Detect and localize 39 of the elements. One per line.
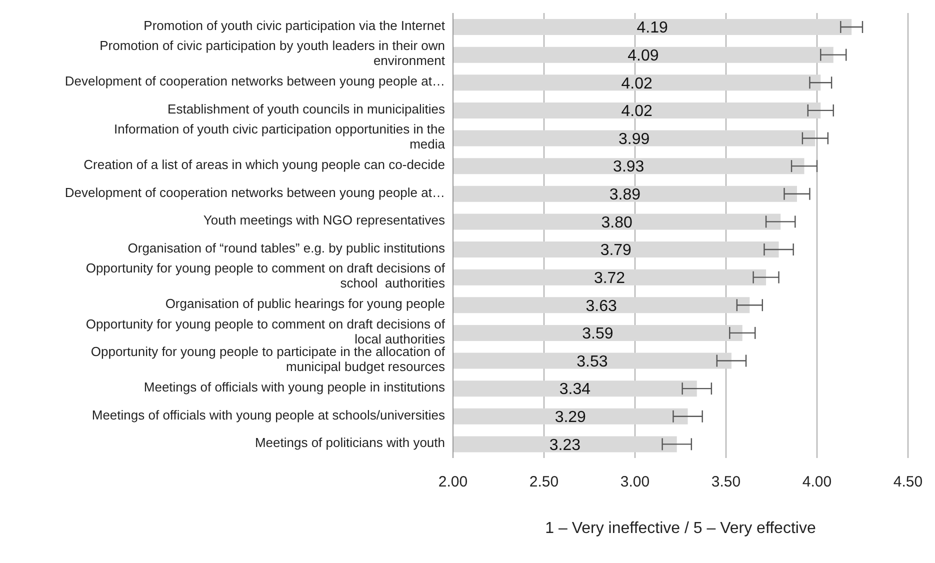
data-label: 3.80 [601,214,632,232]
data-label: 3.93 [613,158,644,176]
data-label: 3.59 [582,326,614,343]
data-label: 4.19 [636,20,668,37]
data-label: 3.53 [576,353,608,370]
data-label: 3.89 [609,186,641,204]
y-tick-label: Information of youth civic participation opportunities in the media [114,122,446,152]
y-tick-label: Opportunity for young people to comment on draft decisions of school authorities [86,261,446,292]
y-tick-label: Organisation of “round tables” e.g. by public institutions [128,240,446,256]
y-tick-label: Promotion of civic participation by youth leaders in their own environment [100,38,446,69]
y-tick-label: Development of cooperation networks between young people at… [64,185,445,200]
data-label: 3.34 [559,381,591,398]
data-label: 3.29 [554,409,586,426]
data-label: 3.99 [618,130,650,148]
y-tick-label: Organisation of public hearings for young people [165,296,445,312]
x-tick-label: 4.00 [802,474,832,491]
x-tick-label: 3.00 [620,474,650,491]
x-tick-label: 2.00 [438,474,468,491]
x-tick-label: 2.50 [529,474,559,491]
x-tick-label: 3.50 [711,474,741,491]
x-axis-title: 1 – Very ineffective / 5 – Very effective [544,520,817,538]
y-tick-label: Establishment of youth councils in municipalities [168,102,446,117]
y-tick-label: Youth meetings with NGO representatives [203,213,446,228]
y-tick-label: Development of cooperation networks between young people at… [64,74,445,89]
y-tick-label: Meetings of politicians with youth [254,436,445,451]
x-tick-label: 4.50 [893,474,923,491]
y-tick-label: Meetings of officials with young people at schools/universities [92,408,446,423]
y-tick-label: Opportunity for young people to participate in the allocation of municipal budget resources [90,344,446,375]
data-label: 4.09 [628,47,659,64]
y-tick-label: Meetings of officials with young people in institutions [144,380,446,395]
data-label: 3.63 [586,298,617,315]
data-label: 3.72 [594,270,626,287]
data-label: 3.23 [549,436,581,454]
y-tick-label: Creation of a list of areas in which young people can co-decide [84,157,445,172]
data-label: 4.02 [621,75,652,92]
data-label: 4.02 [621,103,652,120]
data-label: 3.79 [600,242,632,260]
y-tick-label: Opportunity for young people to comment on draft decisions of local authorities [86,316,446,347]
y-tick-label: Promotion of youth civic participation via the Internet [144,18,446,34]
